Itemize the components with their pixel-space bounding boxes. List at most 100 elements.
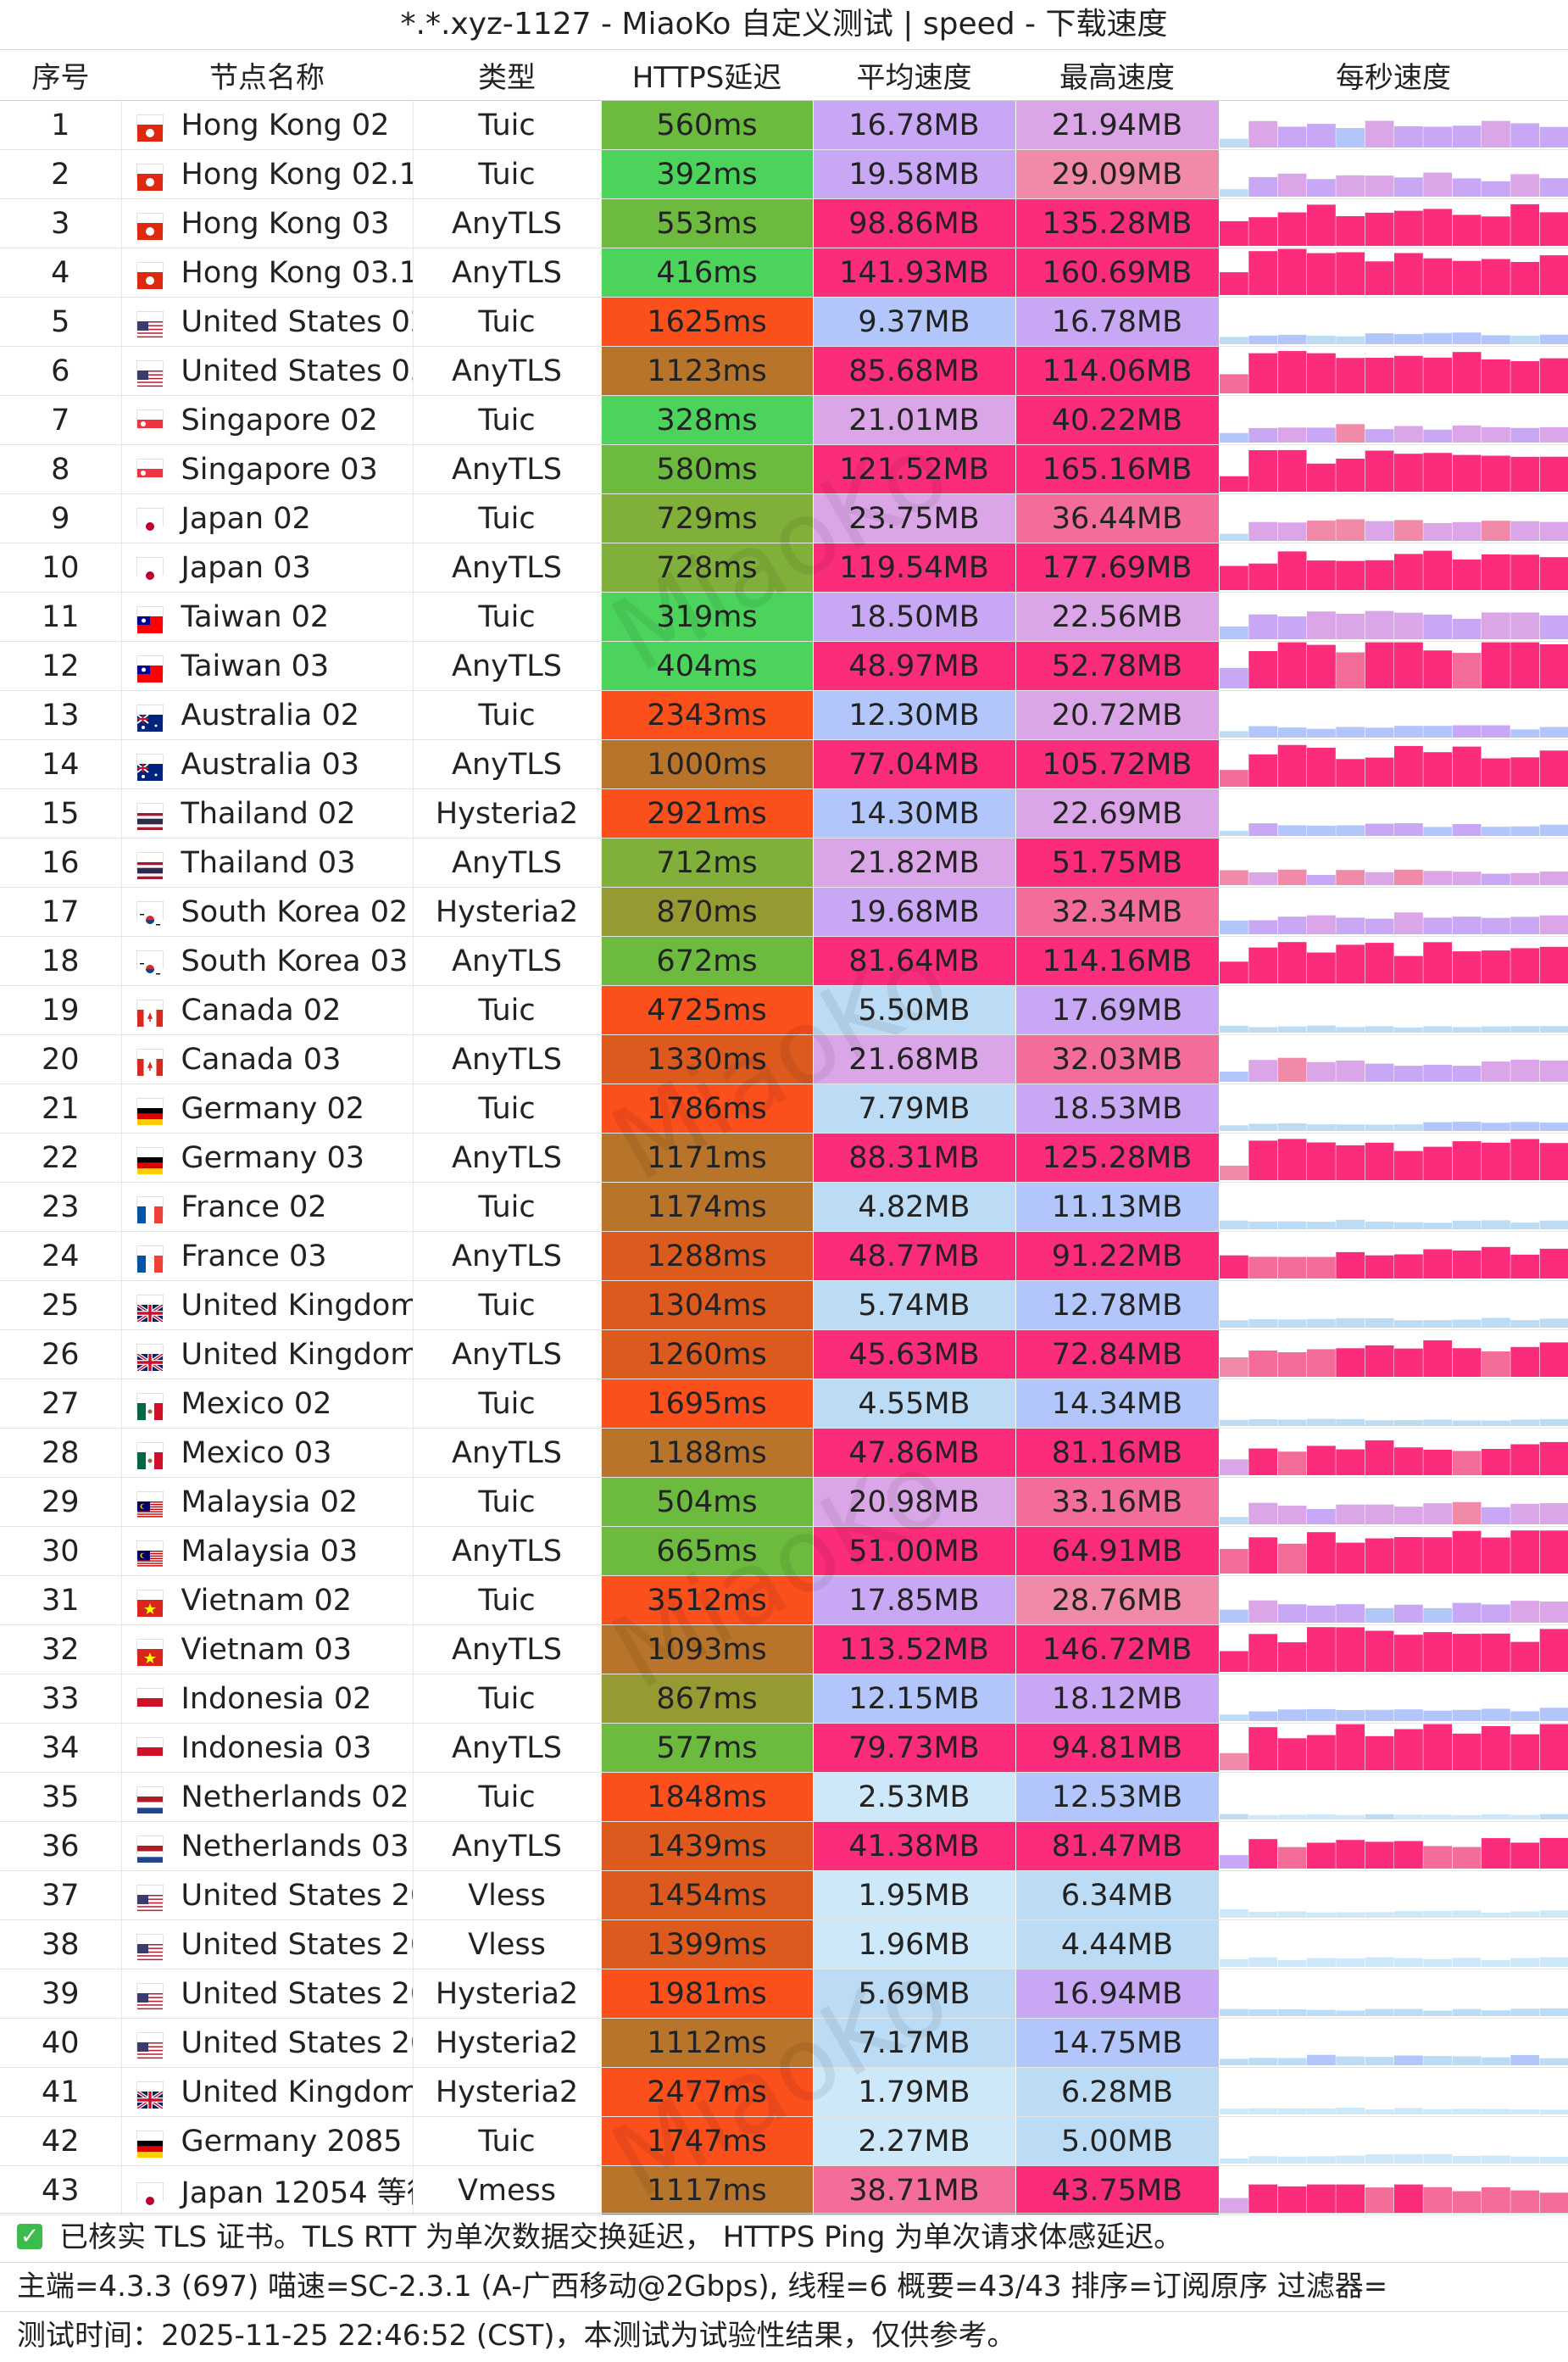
per-second-speed-sparkline (1219, 2054, 1567, 2065)
per-second-speed (1219, 149, 1568, 199)
per-second-speed-sparkline (1219, 610, 1567, 639)
sparkline-bar (1335, 252, 1365, 295)
table-row[interactable]: 39 United States 2083Hysteria21981ms5.69M… (0, 1969, 1568, 2019)
sparkline-bar (1481, 1726, 1510, 1770)
per-second-speed-sparkline (1219, 1440, 1567, 1475)
sparkline-bar (1335, 1418, 1365, 1426)
sparkline-bar (1539, 212, 1567, 246)
table-row[interactable]: 28 Mexico 03 AnyTLS 1188ms 47.86MB 81.16MB (0, 1428, 1568, 1478)
table-row[interactable]: 12 Taiwan 03 AnyTLS 404ms 48.97MB 52.78MB (0, 641, 1568, 691)
table-row[interactable]: 27 Mexico 02 Tuic 1695ms 4.55MB 14.34MB (0, 1379, 1568, 1429)
sparkline-bar (1539, 2008, 1567, 2016)
table-row[interactable]: 35 Netherlands 02 Tuic 1848ms 2.53MB 12.53MB (0, 1772, 1568, 1822)
per-second-speed (1219, 346, 1568, 396)
node-name: Thailand 03 (181, 845, 356, 880)
sparkline-bar (1335, 1348, 1365, 1377)
table-row[interactable]: 2 Hong Kong 02.1 Tuic 392ms 19.58MB 29.09MB (0, 149, 1568, 199)
table-row[interactable]: 34 Indonesia 03 AnyTLS 577ms 79.73MB 94.81MB (0, 1723, 1568, 1773)
table-row[interactable]: 29 Malaysia 02 Tuic 504ms 20.98MB 33.16MB (0, 1477, 1568, 1527)
sparkline-bar (1219, 2198, 1248, 2213)
table-row[interactable]: 10 Japan 03 AnyTLS 728ms 119.54MB 177.69MB (0, 543, 1568, 593)
node-name-cell: United States 2086 (121, 1870, 414, 1920)
table-row[interactable]: 31 Vietnam 02 Tuic 3512ms 17.85MB 28.76MB (0, 1575, 1568, 1625)
table-row[interactable]: 26 United Kingdom 03AnyTLS1260ms45.63MB72… (0, 1329, 1568, 1379)
table-row[interactable]: 37 United States 2086Vless1454ms1.95MB6.3… (0, 1870, 1568, 1920)
table-row[interactable]: 40 United States 2083 CT01Hysteria21112ms… (0, 2018, 1568, 2068)
table-row[interactable]: 30 Malaysia 03 AnyTLS 665ms 51.00MB 64.91MB (0, 1526, 1568, 1576)
sparkline-bar (1306, 2009, 1336, 2016)
table-row[interactable]: 23 France 02 Tuic 1174ms 4.82MB 11.13MB (0, 1182, 1568, 1232)
col-header-per-second-speed[interactable]: 每秒速度 (1219, 50, 1568, 101)
row-index: 16 (0, 838, 122, 888)
node-name: United States 2083 (181, 1976, 413, 2011)
https-latency: 319ms (601, 592, 814, 642)
per-second-speed-sparkline (1219, 424, 1567, 443)
sparkline-bar (1277, 248, 1306, 295)
col-header-max-speed[interactable]: 最高速度 (1015, 50, 1219, 101)
table-row[interactable]: 22 Germany 03 AnyTLS 1171ms 88.31MB 125.28MB (0, 1133, 1568, 1183)
sparkline-bar (1306, 521, 1336, 541)
table-row[interactable]: 43 Japan 12054 等待下线Vmess1117ms38.71MB43.7… (0, 2165, 1568, 2215)
row-index: 18 (0, 936, 122, 986)
avg-speed: 47.86MB (813, 1428, 1016, 1478)
sparkline-bar (1539, 1143, 1567, 1180)
sparkline-bar (1365, 2154, 1393, 2164)
table-row[interactable]: 17 South Korea 02 Hysteria2 870ms 19.68MB 32.… (0, 887, 1568, 937)
table-row[interactable]: 38 United States 2086 CT01Vless1399ms1.96… (0, 1919, 1568, 1969)
table-row[interactable]: 6 United States 03 AnyTLS 1123ms 85.68MB 114.… (0, 346, 1568, 396)
footer-backend-info: 主端=4.3.3 (697) 喵速=SC-2.3.1 (A-广西移动@2Gbps… (0, 2262, 1568, 2309)
table-row[interactable]: 24 France 03 AnyTLS 1288ms 48.77MB 91.22MB (0, 1231, 1568, 1281)
table-row[interactable]: 36 Netherlands 03 AnyTLS 1439ms 41.38MB 81.47… (0, 1821, 1568, 1871)
table-row[interactable]: 8 Singapore 03 AnyTLS 580ms 121.52MB 165.16MB (0, 444, 1568, 494)
country-flag-icon (136, 1640, 163, 1666)
table-row[interactable]: 3 Hong Kong 03 AnyTLS 553ms 98.86MB 135.28MB (0, 198, 1568, 248)
node-name-cell: Taiwan 03 (121, 641, 414, 691)
sparkline-bar (1277, 1026, 1306, 1033)
table-row[interactable]: 41 United Kingdom 2084Hysteria22477ms1.79… (0, 2067, 1568, 2117)
https-latency: 1171ms (601, 1133, 814, 1183)
table-row[interactable]: 1 Hong Kong 02 Tuic 560ms 16.78MB 21.94MB (0, 100, 1568, 150)
sparkline-bar (1277, 1123, 1306, 1131)
table-row[interactable]: 4 Hong Kong 03.1 AnyTLS 416ms 141.93MB 160.69… (0, 248, 1568, 298)
sparkline-bar (1510, 456, 1539, 492)
avg-speed: 12.15MB (813, 1674, 1016, 1724)
table-row[interactable]: 15 Thailand 02 Hysteria2 2921ms 14.30MB 22.69… (0, 788, 1568, 838)
table-row[interactable]: 14 Australia 03 AnyTLS 1000ms 77.04MB 105.72M… (0, 739, 1568, 789)
table-row[interactable]: 16 Thailand 03 AnyTLS 712ms 21.82MB 51.75MB (0, 838, 1568, 888)
table-row[interactable]: 9 Japan 02 Tuic 729ms 23.75MB 36.44MB (0, 493, 1568, 543)
col-header-type[interactable]: 类型 (413, 50, 601, 101)
per-second-speed (1219, 1133, 1568, 1183)
table-row[interactable]: 33 Indonesia 02 Tuic 867ms 12.15MB 18.12MB (0, 1674, 1568, 1724)
per-second-speed (1219, 1772, 1568, 1822)
table-row[interactable]: 13 Australia 02 Tuic 2343ms 12.30MB 20.72MB (0, 690, 1568, 740)
sparkline-bar (1306, 1813, 1336, 1819)
sparkline-bar (1306, 463, 1336, 492)
col-header-index[interactable]: 序号 (0, 50, 121, 101)
node-name-cell: Indonesia 03 (121, 1723, 414, 1773)
table-row[interactable]: 25 United Kingdom 02Tuic1304ms5.74MB12.78… (0, 1280, 1568, 1330)
col-header-https-latency[interactable]: HTTPS延迟 (601, 50, 813, 101)
country-flag-icon (136, 1000, 163, 1027)
avg-speed: 45.63MB (813, 1329, 1016, 1379)
col-header-node-name[interactable]: 节点名称 (121, 50, 413, 101)
col-header-avg-speed[interactable]: 平均速度 (813, 50, 1015, 101)
sparkline-bar (1277, 2186, 1306, 2213)
table-row[interactable]: 7 Singapore 02 Tuic 328ms 21.01MB 40.22MB (0, 395, 1568, 445)
table-row[interactable]: 18 South Korea 03 AnyTLS 672ms 81.64MB 114.16… (0, 936, 1568, 986)
per-second-speed-sparkline (1219, 1813, 1567, 1819)
sparkline-bar (1306, 1532, 1336, 1574)
table-row[interactable]: 32 Vietnam 03 AnyTLS 1093ms 113.52MB 146.72MB (0, 1624, 1568, 1674)
sparkline-bar (1306, 644, 1336, 688)
sparkline-bar (1248, 1123, 1277, 1131)
table-row[interactable]: 20 Canada 03 AnyTLS 1330ms 21.68MB 32.03MB (0, 1034, 1568, 1084)
sparkline-bar (1248, 2108, 1277, 2114)
table-row[interactable]: 5 United States 02 Tuic 1625ms 9.37MB 16.78MB (0, 297, 1568, 347)
table-row[interactable]: 21 Germany 02 Tuic 1786ms 7.79MB 18.53MB (0, 1084, 1568, 1134)
table-row[interactable]: 11 Taiwan 02 Tuic 319ms 18.50MB 22.56MB (0, 592, 1568, 642)
node-name-cell: Canada 02 (121, 985, 414, 1035)
sparkline-bar (1335, 358, 1365, 393)
sparkline-bar (1539, 644, 1567, 688)
table-row[interactable]: 42 Germany 2085 Tuic 1747ms 2.27MB 5.00MB (0, 2116, 1568, 2166)
sparkline-bar (1248, 1027, 1277, 1033)
table-row[interactable]: 19 Canada 02 Tuic 4725ms 5.50MB 17.69MB (0, 985, 1568, 1035)
